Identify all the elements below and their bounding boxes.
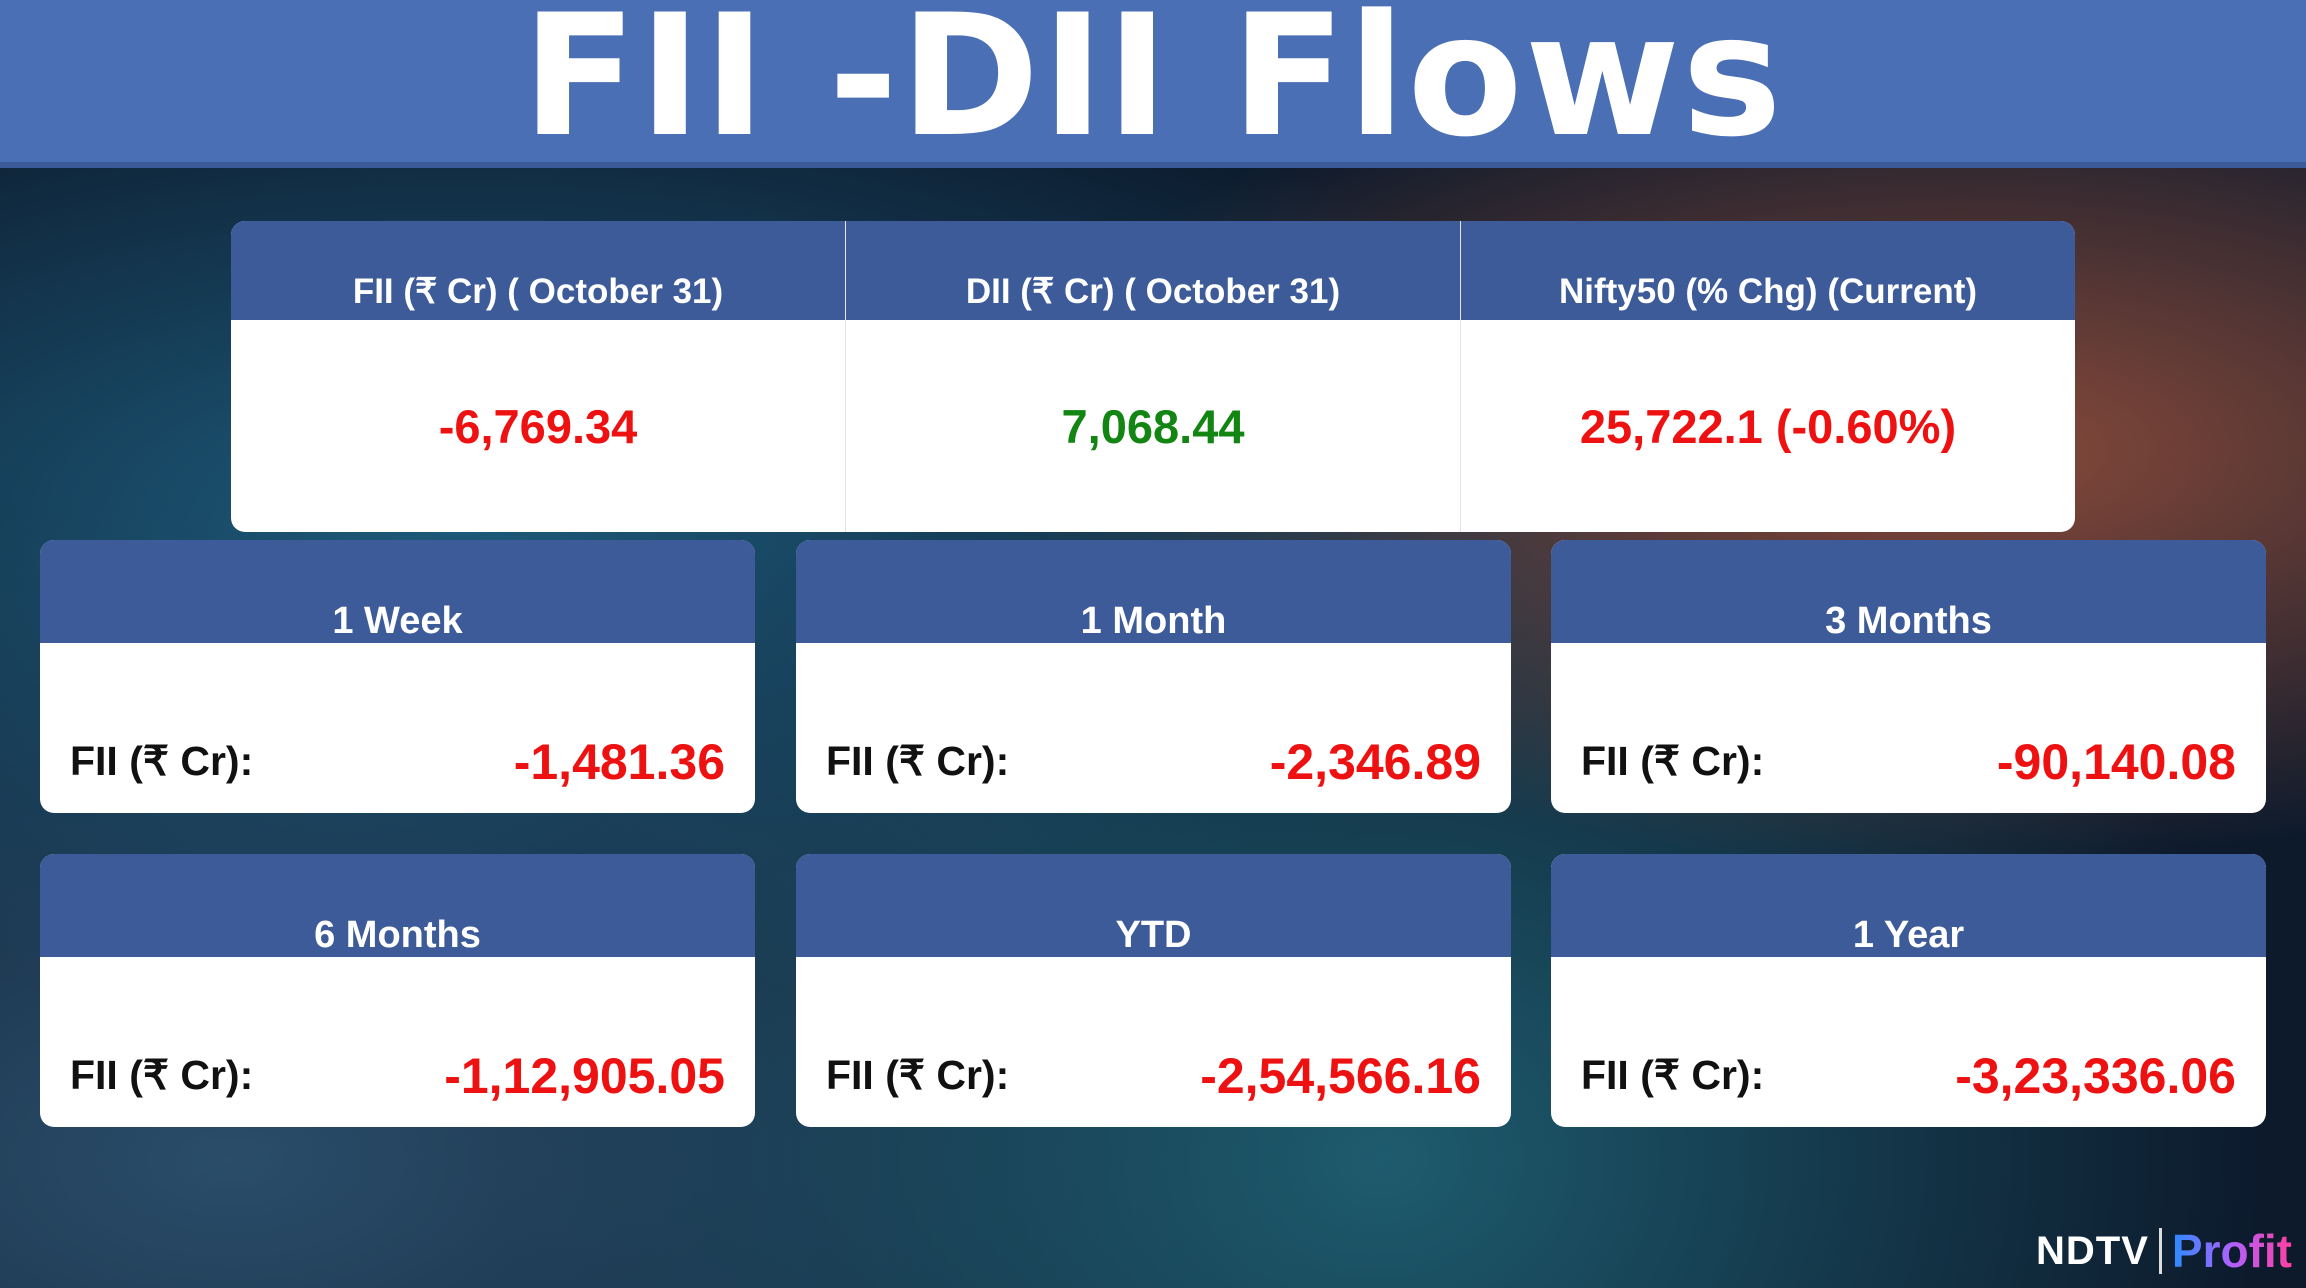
card-value: -3,23,336.06 [1955,1048,2236,1104]
summary-value: 7,068.44 [1061,399,1245,453]
page-title: FII -DII Flows [522,0,1784,174]
period-card-6-months: 6 Months FII (₹ Cr): -1,12,905.05 [40,854,755,1127]
summary-header: FII (₹ Cr) ( October 31) [231,221,845,320]
summary-dii: DII (₹ Cr) ( October 31) 7,068.44 [846,221,1461,532]
card-label: FII (₹ Cr): [1581,738,1765,784]
summary-table: FII (₹ Cr) ( October 31) -6,769.34 DII (… [231,221,2075,532]
card-header: 1 Week [40,540,755,643]
card-label: FII (₹ Cr): [826,1052,1010,1098]
summary-value: 25,722.1 (-0.60%) [1579,399,1957,453]
period-card-1-week: 1 Week FII (₹ Cr): -1,481.36 [40,540,755,813]
period-card-3-months: 3 Months FII (₹ Cr): -90,140.08 [1551,540,2266,813]
card-value: -1,481.36 [513,734,725,790]
summary-header: DII (₹ Cr) ( October 31) [846,221,1460,320]
logo-divider [2158,1228,2162,1274]
card-header: 3 Months [1551,540,2266,643]
logo-brand: NDTV [2036,1228,2149,1273]
logo-sub: Profit [2171,1225,2292,1277]
card-label: FII (₹ Cr): [826,738,1010,784]
summary-fii: FII (₹ Cr) ( October 31) -6,769.34 [231,221,846,532]
summary-nifty: Nifty50 (% Chg) (Current) 25,722.1 (-0.6… [1461,221,2075,532]
card-header: 1 Year [1551,854,2266,957]
period-card-1-month: 1 Month FII (₹ Cr): -2,346.89 [796,540,1511,813]
ndtv-profit-logo: NDTV Profit [2036,1224,2292,1278]
card-value: -1,12,905.05 [444,1048,725,1104]
summary-value: -6,769.34 [438,399,638,453]
card-value: -2,346.89 [1269,734,1481,790]
title-banner: FII -DII Flows [0,0,2306,168]
period-card-1-year: 1 Year FII (₹ Cr): -3,23,336.06 [1551,854,2266,1127]
card-label: FII (₹ Cr): [1581,1052,1765,1098]
card-header: 6 Months [40,854,755,957]
summary-header: Nifty50 (% Chg) (Current) [1461,221,2075,320]
card-value: -90,140.08 [1996,734,2236,790]
card-header: YTD [796,854,1511,957]
period-card-ytd: YTD FII (₹ Cr): -2,54,566.16 [796,854,1511,1127]
card-label: FII (₹ Cr): [70,738,254,784]
card-value: -2,54,566.16 [1200,1048,1481,1104]
card-header: 1 Month [796,540,1511,643]
card-label: FII (₹ Cr): [70,1052,254,1098]
